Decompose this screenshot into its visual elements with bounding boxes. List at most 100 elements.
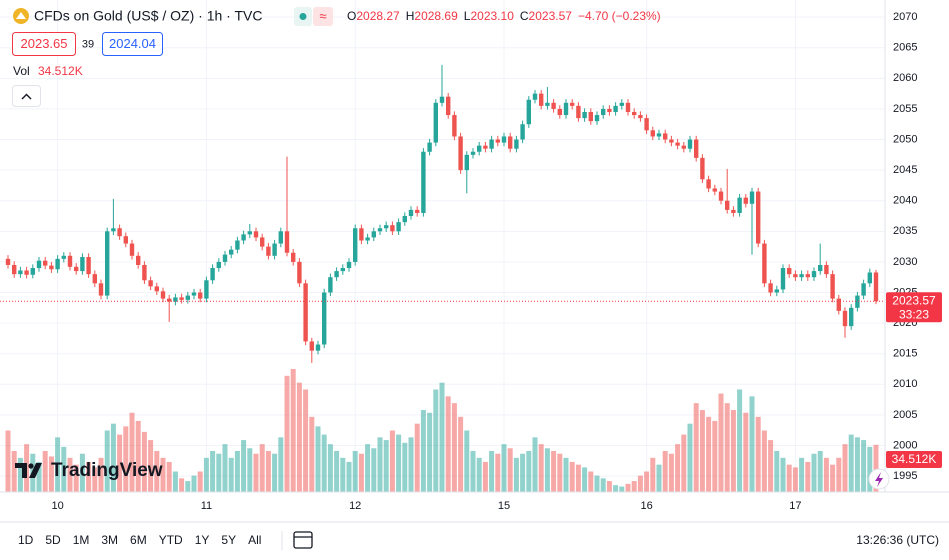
volume-value: 34.512K — [38, 64, 83, 78]
volume-bar — [644, 471, 650, 492]
candle-body — [67, 255, 73, 267]
timeframe-button[interactable]: 5D — [45, 533, 61, 547]
collapse-chevron — [21, 93, 32, 100]
candle-body — [805, 274, 810, 278]
volume-bar — [247, 448, 253, 492]
open-value: 2028.27 — [356, 9, 400, 23]
volume-bar — [389, 430, 395, 492]
volume-bar — [203, 457, 209, 492]
ask-button[interactable] — [102, 32, 163, 56]
candle-body — [607, 108, 612, 112]
volume-bar — [458, 416, 464, 492]
volume-bar — [135, 420, 141, 492]
market-status[interactable] — [313, 7, 333, 26]
volume-bar — [309, 416, 315, 492]
candle-body — [303, 283, 308, 342]
status-dot — [299, 13, 307, 20]
volume-bar — [799, 457, 805, 492]
timeframe-button[interactable]: 1M — [73, 533, 90, 547]
symbol-title[interactable]: CFDs on Gold (US$ / OZ) · 1h · TVC — [34, 8, 262, 24]
volume-bar — [117, 434, 123, 492]
y-tick-label: 2045 — [893, 164, 917, 176]
volume-bar — [321, 434, 327, 492]
candle-body — [452, 115, 457, 137]
volume-bar — [538, 444, 544, 492]
timeframe-button[interactable]: 5Y — [221, 533, 236, 547]
volume-bar — [613, 485, 619, 492]
candle-body — [619, 102, 624, 106]
y-tick-label: 2060 — [893, 72, 917, 84]
volume-bar — [650, 457, 656, 492]
timeframe-button[interactable]: YTD — [159, 533, 183, 547]
volume-bar — [861, 440, 867, 492]
volume-bar — [600, 478, 606, 492]
y-tick-label: 1995 — [893, 470, 917, 482]
market-status-glyph: ≈ — [319, 8, 326, 23]
candle-body — [92, 274, 97, 284]
candle-body — [408, 209, 414, 217]
candle-body — [266, 246, 271, 256]
volume-bar — [104, 430, 110, 492]
candle-body — [694, 139, 699, 158]
volume-bar — [253, 453, 259, 492]
candle-body — [160, 291, 166, 299]
x-tick-label: 11 — [201, 500, 212, 512]
candle-body — [167, 298, 172, 302]
spread: 39 — [82, 38, 94, 50]
x-tick-label: 16 — [640, 500, 652, 512]
timeframe-button[interactable]: 1Y — [195, 533, 210, 547]
candle-body — [80, 257, 85, 272]
y-tick-label: 2050 — [893, 133, 917, 145]
volume-bar — [755, 416, 761, 492]
candle-body — [415, 209, 420, 213]
volume-bar — [588, 471, 594, 492]
candle-body — [520, 124, 525, 140]
volume-bar — [495, 453, 501, 492]
date-range-button[interactable] — [293, 531, 313, 549]
candle-body — [309, 341, 314, 351]
volume-bar — [160, 457, 166, 492]
candle-body — [818, 264, 823, 272]
y-tick-label: 2005 — [893, 409, 917, 421]
volume-bar — [110, 423, 116, 492]
y-tick-label: 2015 — [893, 348, 917, 360]
timeframe-button[interactable]: 1D — [18, 533, 34, 547]
volume-bar — [619, 486, 625, 492]
volume-bar — [526, 451, 532, 492]
candle-body — [613, 105, 618, 112]
candle-body — [836, 298, 841, 311]
candle-body — [198, 292, 203, 299]
candle-body — [762, 243, 767, 284]
volume-bar — [98, 457, 104, 492]
timeframe-button[interactable]: All — [248, 533, 261, 547]
volume-bar — [513, 457, 519, 492]
change-value: −4.70 (−0.23%) — [578, 9, 661, 23]
time-axis: 10 11 12 15 16 17 — [51, 500, 801, 512]
timeframe-button[interactable]: 6M — [130, 533, 147, 547]
candle-body — [427, 142, 432, 152]
candle-body — [98, 283, 104, 296]
volume-bar — [737, 389, 743, 492]
candle-body — [340, 268, 345, 272]
volume-bar — [805, 461, 811, 492]
volume-bar — [532, 437, 538, 492]
candle-body — [774, 289, 779, 293]
y-tick-label: 2065 — [893, 42, 917, 54]
ohlc-legend: O2028.27 H2028.69 L2023.10 C2023.57 −4.70 (−… — [347, 9, 661, 23]
volume-bar — [693, 403, 699, 492]
volume-last-label — [886, 451, 942, 468]
volume-bar — [780, 457, 786, 492]
candle-body — [61, 255, 66, 259]
bid-button[interactable] — [12, 32, 76, 56]
candle-body — [706, 179, 711, 189]
volume-bar — [718, 393, 724, 492]
clock[interactable]: 13:26:36 (UTC) — [856, 533, 939, 547]
collapse-button[interactable] — [12, 85, 41, 107]
volume-bar — [823, 457, 829, 492]
volume-bar — [662, 451, 668, 492]
candle-body — [365, 237, 370, 241]
timeframe-button[interactable]: 3M — [101, 533, 118, 547]
candle-body — [532, 93, 538, 100]
candle-body — [780, 268, 786, 290]
candle-body — [861, 283, 866, 296]
